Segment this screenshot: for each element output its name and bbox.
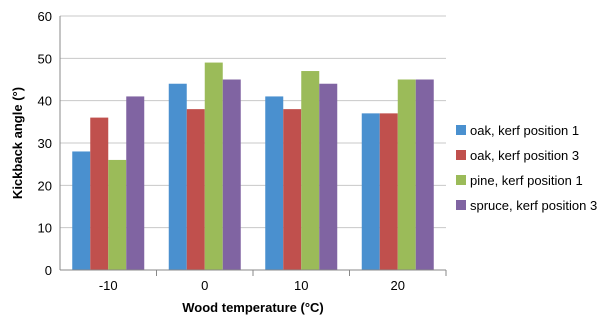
bar bbox=[126, 96, 145, 270]
bar bbox=[204, 62, 223, 270]
bar bbox=[397, 79, 416, 270]
x-tick-label: 0 bbox=[201, 278, 208, 293]
y-tick-label: 0 bbox=[45, 263, 52, 278]
axes bbox=[59, 16, 447, 276]
bar bbox=[301, 71, 320, 271]
legend-label: oak, kerf position 1 bbox=[470, 123, 579, 138]
bar bbox=[90, 117, 109, 270]
bars bbox=[72, 62, 434, 271]
y-tick-label: 50 bbox=[38, 51, 52, 66]
legend-label: pine, kerf position 1 bbox=[470, 173, 583, 188]
legend-swatch bbox=[456, 150, 466, 160]
legend: oak, kerf position 1 oak, kerf position 3… bbox=[456, 123, 597, 213]
x-tick-labels: -10 0 10 20 bbox=[99, 278, 405, 293]
x-axis-title: Wood temperature (°C) bbox=[182, 300, 323, 315]
legend-swatch bbox=[456, 175, 466, 185]
bar bbox=[319, 83, 338, 270]
y-tick-label: 20 bbox=[38, 178, 52, 193]
bar bbox=[379, 113, 398, 270]
bar bbox=[265, 96, 284, 270]
y-tick-labels: 0 10 20 30 40 50 60 bbox=[38, 9, 52, 278]
bar bbox=[186, 109, 205, 270]
y-tick-label: 40 bbox=[38, 94, 52, 109]
y-tick-label: 30 bbox=[38, 136, 52, 151]
y-axis-title: Kickback angle (°) bbox=[10, 87, 25, 199]
y-tick-label: 60 bbox=[38, 9, 52, 24]
legend-swatch bbox=[456, 125, 466, 135]
legend-swatch bbox=[456, 200, 466, 210]
bar bbox=[222, 79, 241, 270]
bar bbox=[283, 109, 302, 270]
legend-label: spruce, kerf position 3 bbox=[470, 198, 597, 213]
bar bbox=[108, 159, 127, 270]
bar bbox=[72, 151, 91, 270]
x-tick-label: 10 bbox=[294, 278, 308, 293]
y-tick-label: 10 bbox=[38, 221, 52, 236]
bar bbox=[415, 79, 434, 270]
x-tick-label: 20 bbox=[391, 278, 405, 293]
bar bbox=[361, 113, 380, 270]
bar bbox=[168, 83, 187, 270]
x-tick-label: -10 bbox=[99, 278, 118, 293]
legend-label: oak, kerf position 3 bbox=[470, 148, 579, 163]
